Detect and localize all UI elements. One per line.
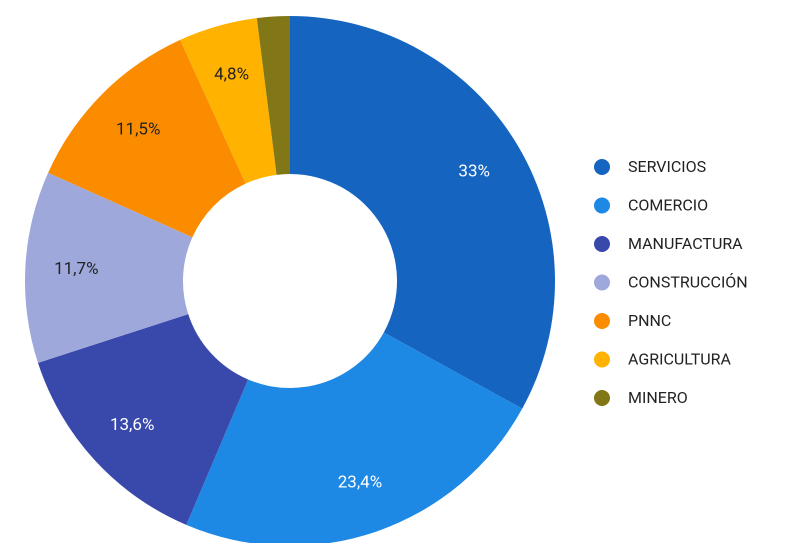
slice-label: 23,4% [338, 473, 382, 493]
slice [48, 39, 246, 238]
slice [290, 16, 555, 409]
slice [256, 16, 290, 175]
legend-swatch [594, 159, 610, 175]
slice-label: 33% [458, 162, 490, 182]
legend-label: CONSTRUCCIÓN [628, 272, 748, 292]
legend-swatch [594, 236, 610, 252]
slice [180, 18, 277, 184]
slice-label: 4,8% [214, 65, 249, 85]
slice-label: 11,5% [116, 120, 160, 140]
legend-swatch [594, 313, 610, 329]
legend-label: AGRICULTURA [628, 350, 732, 369]
slice [37, 314, 249, 525]
slice-label: 13,6% [110, 415, 154, 435]
legend-swatch [594, 274, 610, 291]
legend-label: PNNC [628, 311, 671, 330]
legend-swatch [594, 351, 610, 368]
slice [25, 172, 193, 363]
legend-label: SERVICIOS [628, 157, 706, 176]
legend-swatch [594, 390, 610, 406]
legend-label: MANUFACTURA [628, 234, 743, 253]
legend-label: COMERCIO [628, 196, 708, 215]
legend-label: MINERO [628, 388, 688, 407]
slice-label: 11,7% [54, 259, 98, 279]
slice [186, 332, 523, 543]
legend-swatch [594, 197, 610, 214]
